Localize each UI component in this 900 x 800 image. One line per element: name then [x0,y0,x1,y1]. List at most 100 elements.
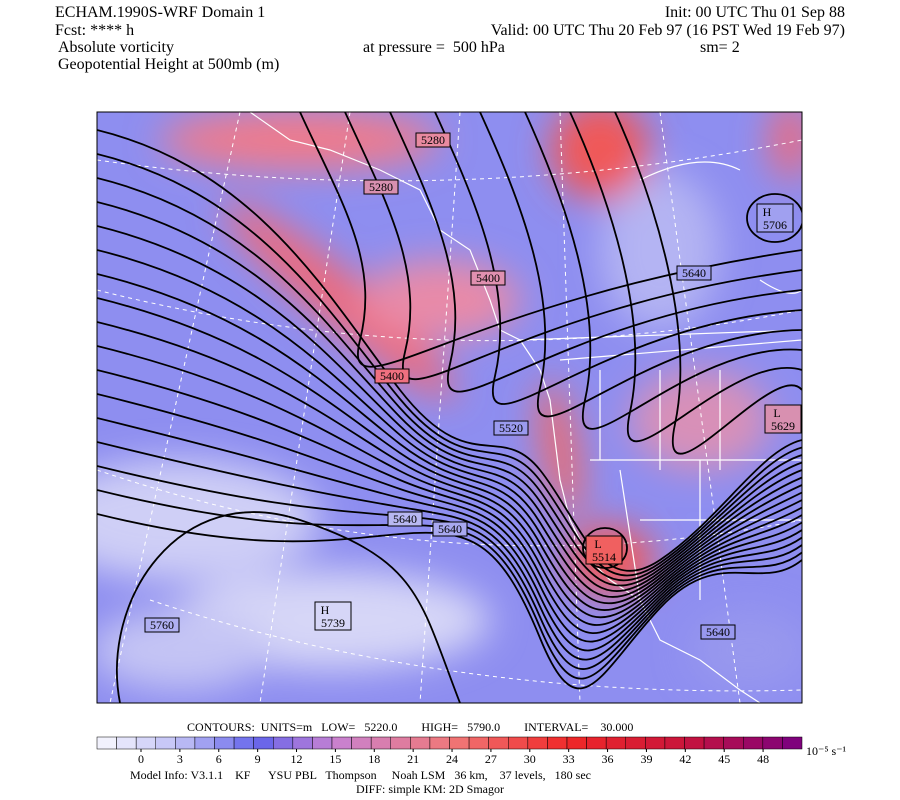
colorbar-tick-label: 39 [640,752,652,766]
vorticity-field [97,112,802,690]
contour-line [434,112,802,405]
contour-line [97,177,802,582]
contour-label: 5520 [493,420,529,436]
contour-label: 5280 [363,179,399,195]
contour-line [746,193,802,243]
colorbar-tick-label: 3 [177,752,183,766]
colorbar: 0 3 6 9 12 15 18 21 24 27 30 33 36 39 42 45 48 [96,736,803,766]
colorbar-swatch [214,736,235,750]
valid-time: Valid: 00 UTC Thu 20 Feb 97 (16 PST Wed … [491,22,845,39]
contour-line [389,112,802,393]
contour-label-text: 5640 [682,266,706,280]
smoothing: sm= 2 [700,39,740,56]
colorbar-swatch [96,736,117,750]
contour-label-text: 5400 [476,271,500,285]
contour-label-text: 5640 [706,625,730,639]
contour-line [524,112,802,430]
contour-line [97,153,802,577]
colorbar-swatch [566,736,587,750]
colorbar-tick-label: 18 [368,752,380,766]
contour-line [97,369,802,635]
contour-label: 5400 [470,270,506,286]
contour-label-text: 5280 [421,133,445,147]
contour-line [97,513,802,690]
contour-label: 5400 [374,368,410,384]
center-type: L [773,406,780,420]
contour-line [97,273,802,605]
contour-line [614,112,802,455]
colorbar-tick-label: 48 [757,752,769,766]
colorbar-swatch [547,736,568,750]
center-value: 5514 [592,550,616,564]
colorbar-tick-label: 33 [563,752,575,766]
colorbar-swatch [527,736,548,750]
center-value: 5739 [321,616,345,630]
colorbar-swatch [625,736,646,750]
contour-line [569,112,802,443]
contour-info: CONTOURS: UNITS=m LOW= 5220.0 HIGH= 5790… [187,720,633,734]
colorbar-swatch [664,736,685,750]
contour-line [116,511,461,703]
center-type: H [321,603,330,617]
colorbar-swatch [155,736,176,750]
contour-line [97,345,802,626]
contour-label-text: 5400 [380,369,404,383]
contour-label-text: 5280 [369,180,393,194]
colorbar-swatch [488,736,509,750]
contour-line [479,112,802,418]
model-info: Model Info: V3.1.1 KF YSU PBL Thompson N… [130,768,591,782]
contour-line [97,417,802,652]
colorbar-swatch [331,736,352,750]
colorbar-swatch [703,736,724,750]
colorbar-tick-label: 36 [602,752,614,766]
colorbar-swatch [351,736,372,750]
colorbar-tick-label: 42 [679,752,691,766]
colorbar-swatch [233,736,254,750]
colorbar-swatch [684,736,705,750]
init-time: Init: 00 UTC Thu 01 Sep 88 [665,4,845,21]
contour-field: Geopotential Height at 500mb (m) [58,56,279,73]
colorbar-swatch [468,736,489,750]
contour-line [97,249,802,598]
colorbar-swatch [723,736,744,750]
colorbar-swatch [273,736,294,750]
colorbar-tick-label: 27 [485,752,497,766]
field-name: Absolute vorticity [58,39,174,56]
contour-label-text: 5640 [438,522,462,536]
center-value: 5629 [771,419,795,433]
pressure: at pressure = 500 hPa [363,39,505,56]
contour-label: 5760 [144,617,180,633]
contour-line [299,112,802,368]
diff-info: DIFF: simple KM: 2D Smagor [356,782,504,796]
colorbar-swatch [586,736,607,750]
colorbar-tick-label: 0 [138,752,144,766]
colorbar-swatch [312,736,333,750]
contour-line [97,201,802,587]
height-contours [97,112,802,703]
contour-label: 5640 [387,511,423,527]
contour-line [97,441,802,661]
contour-line [97,393,802,643]
colorbar-swatch [116,736,137,750]
colorbar-swatch [253,736,274,750]
colorbar-tick-label: 6 [216,752,222,766]
colorbar-tick-label: 21 [407,752,419,766]
forecast: Fcst: **** h [55,22,134,39]
contour-line [97,297,802,611]
colorbar-swatch [292,736,313,750]
colorbar-tick-label: 15 [329,752,341,766]
center-type: L [594,537,601,551]
colorbar-swatch [782,736,803,750]
contour-label: 5640 [676,265,712,281]
colorbar-swatch [135,736,157,750]
contour-label: 5640 [432,521,468,537]
contour-label-text: 5760 [150,618,174,632]
colorbar-tick-label: 45 [718,752,730,766]
colorbar-units: 10⁻⁵ s⁻¹ [806,744,847,758]
contour-line [582,527,628,569]
contour-label: 5280 [415,132,451,148]
